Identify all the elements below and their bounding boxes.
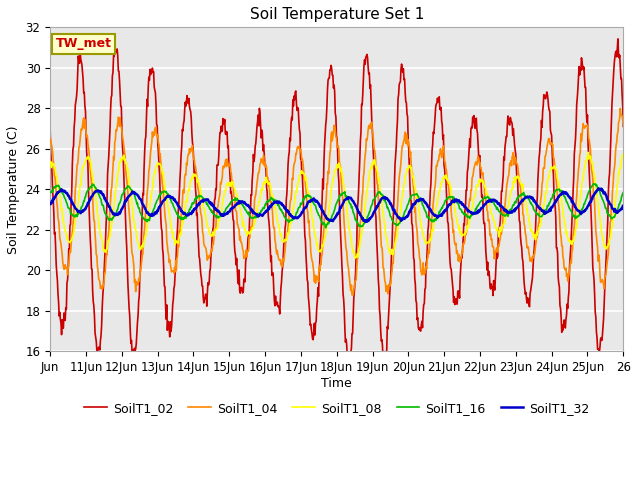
Text: TW_met: TW_met bbox=[56, 37, 111, 50]
X-axis label: Time: Time bbox=[321, 377, 352, 390]
Y-axis label: Soil Temperature (C): Soil Temperature (C) bbox=[7, 125, 20, 253]
Legend: SoilT1_02, SoilT1_04, SoilT1_08, SoilT1_16, SoilT1_32: SoilT1_02, SoilT1_04, SoilT1_08, SoilT1_… bbox=[79, 396, 595, 420]
Title: Soil Temperature Set 1: Soil Temperature Set 1 bbox=[250, 7, 424, 22]
